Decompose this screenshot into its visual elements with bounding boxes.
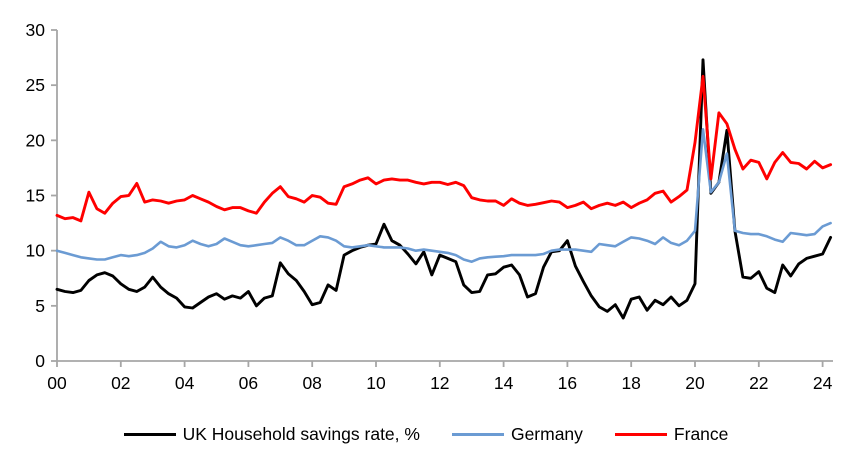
- x-axis-tick-label: 18: [621, 373, 640, 393]
- legend-label-germany: Germany: [510, 424, 583, 444]
- france-line-swatch: [614, 433, 667, 436]
- x-axis-tick-label: 22: [749, 373, 768, 393]
- y-axis-tick-label: 10: [26, 241, 46, 261]
- x-axis-tick-label: 08: [302, 373, 321, 393]
- x-axis-tick-label: 04: [175, 373, 195, 393]
- legend-item-france: France: [614, 424, 729, 445]
- uk-line-swatch: [123, 433, 176, 436]
- x-axis-tick-label: 14: [494, 373, 514, 393]
- y-axis-tick-label: 5: [35, 296, 45, 316]
- germany-line-swatch: [451, 433, 504, 436]
- legend-item-uk: UK Household savings rate, %: [123, 424, 420, 445]
- chart-legend: UK Household savings rate, % Germany Fra…: [0, 424, 852, 445]
- x-axis-tick-label: 06: [239, 373, 258, 393]
- series-line-germany: [55, 128, 832, 264]
- y-axis-tick-label: 15: [26, 186, 45, 206]
- y-axis-tick-label: 0: [35, 351, 45, 371]
- x-axis-tick-label: 02: [111, 373, 130, 393]
- legend-item-germany: Germany: [451, 424, 583, 445]
- x-axis-tick-label: 00: [47, 373, 67, 393]
- y-axis-tick-label: 25: [26, 75, 45, 95]
- legend-label-uk: UK Household savings rate, %: [182, 424, 420, 444]
- x-axis-tick-label: 16: [558, 373, 577, 393]
- x-axis-tick-label: 12: [430, 373, 449, 393]
- y-axis-tick-label: 20: [26, 130, 46, 150]
- x-axis-tick-label: 20: [685, 373, 705, 393]
- series-line-france: [55, 74, 833, 223]
- x-axis-tick-label: 10: [366, 373, 386, 393]
- y-axis-tick-label: 30: [26, 20, 46, 40]
- legend-label-france: France: [673, 424, 729, 444]
- x-axis-tick-label: 24: [813, 373, 833, 393]
